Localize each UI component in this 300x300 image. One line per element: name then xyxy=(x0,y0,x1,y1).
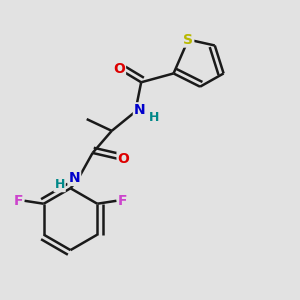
Text: F: F xyxy=(118,194,128,208)
Text: O: O xyxy=(118,152,129,167)
Text: N: N xyxy=(134,103,146,117)
Text: N: N xyxy=(68,171,80,185)
Text: H: H xyxy=(149,110,160,124)
Text: O: O xyxy=(113,62,125,76)
Text: F: F xyxy=(14,194,23,208)
Text: H: H xyxy=(54,178,65,191)
Text: S: S xyxy=(183,33,193,46)
